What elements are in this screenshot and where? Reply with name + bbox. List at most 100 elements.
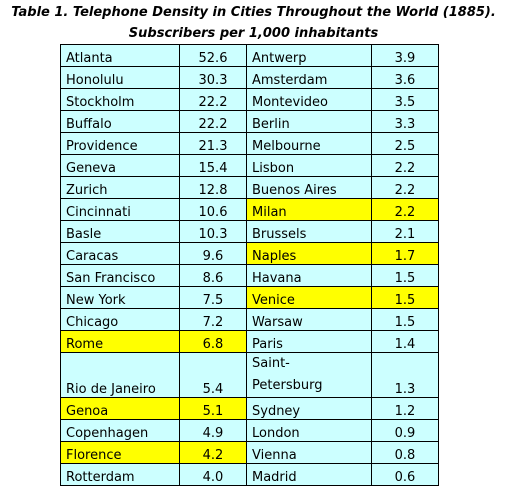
city-cell-right: London [246, 419, 372, 442]
density-cell-left: 15.4 [179, 154, 247, 177]
table-row: Copenhagen 4.9 London 0.9 [60, 419, 439, 442]
density-cell-left: 30.3 [179, 66, 247, 89]
city-cell-right: Brussels [246, 220, 372, 243]
city-cell-right: Amsterdam [246, 66, 372, 89]
city-cell-right: Sydney [246, 397, 372, 420]
density-cell-right: 3.9 [371, 44, 439, 67]
caption-subtitle: Subscribers per 1,000 inhabitants [128, 26, 379, 41]
city-cell-left: Cincinnati [60, 198, 180, 221]
density-cell-left: 22.2 [179, 88, 247, 111]
city-cell-left: Rome [60, 330, 180, 353]
density-cell-left: 9.6 [179, 242, 247, 265]
city-cell-left: Atlanta [60, 44, 180, 67]
city-cell-right: Buenos Aires [246, 176, 372, 199]
city-cell-right: Antwerp [246, 44, 372, 67]
density-cell-right: 2.2 [371, 198, 439, 221]
density-cell-left: 4.0 [179, 463, 247, 486]
table-caption: Table 1. Telephone Density in Cities Thr… [0, 0, 507, 44]
table-row: Buffalo 22.2 Berlin 3.3 [60, 110, 439, 133]
city-cell-left: New York [60, 286, 180, 309]
density-cell-left: 12.8 [179, 176, 247, 199]
city-cell-right: Warsaw [246, 308, 372, 331]
density-cell-right: 2.1 [371, 220, 439, 243]
caption-title: Table 1. Telephone Density in Cities Thr… [11, 5, 496, 20]
city-cell-left: San Francisco [60, 264, 180, 287]
table-row: Florence 4.2 Vienna 0.8 [60, 441, 439, 464]
density-cell-right: 0.8 [371, 441, 439, 464]
density-cell-right: 2.2 [371, 176, 439, 199]
density-cell-right: 2.2 [371, 154, 439, 177]
city-cell-right: Montevideo [246, 88, 372, 111]
density-cell-left: 22.2 [179, 110, 247, 133]
table-row: Cincinnati 10.6 Milan 2.2 [60, 198, 439, 221]
density-cell-left: 5.4 [179, 352, 247, 398]
density-cell-right: 1.3 [371, 352, 439, 398]
table-row: Rotterdam 4.0 Madrid 0.6 [60, 463, 439, 486]
city-cell-right: Melbourne [246, 132, 372, 155]
city-cell-right: Naples [246, 242, 372, 265]
density-cell-left: 5.1 [179, 397, 247, 420]
table-row: Zurich 12.8 Buenos Aires 2.2 [60, 176, 439, 199]
table-body: Atlanta 52.6 Antwerp 3.9 Honolulu 30.3 Amsterd… [60, 44, 439, 486]
city-cell-left: Chicago [60, 308, 180, 331]
city-cell-right: Paris [246, 330, 372, 353]
city-cell-left: Copenhagen [60, 419, 180, 442]
density-cell-left: 7.5 [179, 286, 247, 309]
city-cell-right: Lisbon [246, 154, 372, 177]
density-cell-right: 1.4 [371, 330, 439, 353]
density-cell-right: 3.5 [371, 88, 439, 111]
city-cell-left: Zurich [60, 176, 180, 199]
table-row: San Francisco 8.6 Havana 1.5 [60, 264, 439, 287]
table-row: New York 7.5 Venice 1.5 [60, 286, 439, 309]
density-cell-left: 21.3 [179, 132, 247, 155]
table-row: Honolulu 30.3 Amsterdam 3.6 [60, 66, 439, 89]
city-cell-left: Genoa [60, 397, 180, 420]
telephone-density-table: Atlanta 52.6 Antwerp 3.9 Honolulu 30.3 Amsterd… [60, 44, 439, 486]
density-cell-left: 52.6 [179, 44, 247, 67]
city-cell-right: Venice [246, 286, 372, 309]
density-cell-left: 8.6 [179, 264, 247, 287]
density-cell-left: 10.3 [179, 220, 247, 243]
density-cell-right: 1.5 [371, 286, 439, 309]
city-cell-left: Honolulu [60, 66, 180, 89]
table-row: Geneva 15.4 Lisbon 2.2 [60, 154, 439, 177]
density-cell-left: 4.9 [179, 419, 247, 442]
table-row: Stockholm 22.2 Montevideo 3.5 [60, 88, 439, 111]
table-row: Caracas 9.6 Naples 1.7 [60, 242, 439, 265]
city-cell-left: Rio de Janeiro [60, 352, 180, 398]
density-cell-right: 1.7 [371, 242, 439, 265]
density-cell-right: 1.5 [371, 308, 439, 331]
density-cell-left: 4.2 [179, 441, 247, 464]
density-cell-right: 1.2 [371, 397, 439, 420]
city-cell-right: Vienna [246, 441, 372, 464]
city-cell-right: Milan [246, 198, 372, 221]
table-row: Rome 6.8 Paris 1.4 [60, 330, 439, 353]
density-cell-right: 2.5 [371, 132, 439, 155]
city-cell-right: Berlin [246, 110, 372, 133]
city-cell-left: Geneva [60, 154, 180, 177]
table-row: Basle 10.3 Brussels 2.1 [60, 220, 439, 243]
density-cell-right: 3.6 [371, 66, 439, 89]
density-cell-right: 0.6 [371, 463, 439, 486]
table-row: Chicago 7.2 Warsaw 1.5 [60, 308, 439, 331]
city-cell-left: Providence [60, 132, 180, 155]
city-cell-left: Florence [60, 441, 180, 464]
table-row: Atlanta 52.6 Antwerp 3.9 [60, 44, 439, 67]
density-cell-left: 10.6 [179, 198, 247, 221]
city-cell-left: Caracas [60, 242, 180, 265]
density-cell-right: 1.5 [371, 264, 439, 287]
density-cell-right: 0.9 [371, 419, 439, 442]
table-row: Rio de Janeiro 5.4 Saint- Petersburg 1.3 [60, 352, 439, 398]
city-cell-left: Basle [60, 220, 180, 243]
city-cell-right: Saint- Petersburg [246, 352, 372, 398]
density-cell-left: 6.8 [179, 330, 247, 353]
density-cell-left: 7.2 [179, 308, 247, 331]
table-row: Providence 21.3 Melbourne 2.5 [60, 132, 439, 155]
city-cell-right: Madrid [246, 463, 372, 486]
city-cell-right: Havana [246, 264, 372, 287]
city-cell-left: Stockholm [60, 88, 180, 111]
city-cell-left: Rotterdam [60, 463, 180, 486]
table-row: Genoa 5.1 Sydney 1.2 [60, 397, 439, 420]
density-cell-right: 3.3 [371, 110, 439, 133]
city-cell-left: Buffalo [60, 110, 180, 133]
